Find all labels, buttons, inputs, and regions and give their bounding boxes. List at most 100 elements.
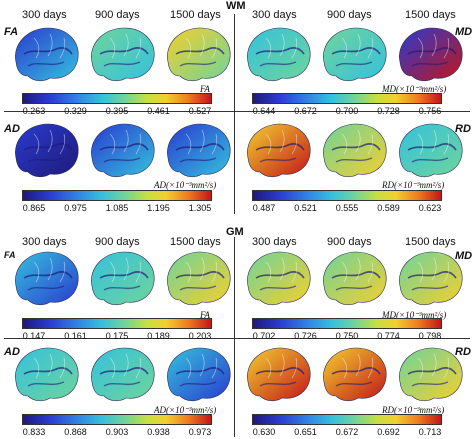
gm-ad-tick-3: 0.938 (147, 427, 170, 437)
gm-fa-label: FA (4, 250, 16, 260)
wm-rd-brain-2 (399, 123, 463, 178)
wm-md-colorbar-label: MD(×10⁻³mm²/s) (382, 84, 447, 94)
wm-md-label: MD (455, 26, 473, 38)
wm-rd-tick-1: 0.521 (294, 203, 317, 213)
wm-ad-tick-0: 0.865 (22, 203, 46, 213)
gm-md-colorbar-label: MD(×10⁻³mm²/s) (382, 310, 447, 320)
gm-rd-tick-0: 0.630 (252, 427, 276, 437)
gm-md-tick-0: 0.702 (252, 331, 276, 341)
wm-fa-tick-1: 0.329 (64, 106, 87, 116)
gm-fa-brain-0 (15, 251, 79, 306)
gm-ad-tick-0: 0.833 (22, 427, 46, 437)
gm-horizontal-divider (4, 338, 470, 339)
wm-md-tick-4: 0.756 (418, 106, 442, 116)
wm-md-brain-1 (323, 27, 387, 82)
gm-md-tick-4: 0.798 (418, 331, 442, 341)
gm-ad-tick-4: 0.973 (188, 427, 212, 437)
gm-rd-tick-4: 0.713 (418, 427, 442, 437)
gm-ad-brain-1 (91, 347, 155, 402)
wm-fa-label: FA (4, 26, 19, 38)
wm-md-colorbar (252, 93, 442, 104)
gm-rd-tick-1: 0.651 (294, 427, 317, 437)
gm-ad-label: AD (4, 346, 20, 358)
gm-left-day-900: 900 days (95, 236, 140, 248)
wm-ad-tick-3: 1.195 (147, 203, 170, 213)
gm-right-day-300: 300 days (252, 236, 297, 248)
wm-horizontal-divider (4, 111, 470, 112)
gm-right-day-1500: 1500 days (405, 236, 456, 248)
wm-fa-tick-4: 0.527 (188, 106, 212, 116)
gm-md-tick-3: 0.774 (377, 331, 400, 341)
gm-fa-colorbar-label: FA (200, 310, 210, 320)
gm-md-tick-2: 0.750 (335, 331, 359, 341)
wm-vertical-divider (234, 14, 235, 214)
wm-right-day-1500: 1500 days (405, 9, 456, 21)
wm-fa-tick-2: 0.395 (105, 106, 129, 116)
gm-ad-tick-2: 0.903 (105, 427, 129, 437)
wm-ad-brain-1 (91, 123, 155, 178)
wm-md-tick-2: 0.700 (335, 106, 359, 116)
gm-left-day-300: 300 days (22, 236, 67, 248)
gm-rd-brain-1 (323, 347, 387, 402)
gm-rd-tick-3: 0.692 (377, 427, 400, 437)
wm-rd-brain-0 (247, 123, 311, 178)
wm-rd-tick-4: 0.623 (418, 203, 442, 213)
wm-ad-tick-4: 1.305 (188, 203, 212, 213)
section-title-wm: WM (226, 0, 246, 12)
gm-rd-colorbar (252, 414, 442, 425)
section-title-gm: GM (226, 226, 244, 238)
gm-ad-colorbar (22, 414, 212, 425)
gm-right-day-900: 900 days (327, 236, 372, 248)
gm-md-brain-1 (323, 251, 387, 306)
wm-ad-brain-0 (15, 123, 79, 178)
wm-fa-colorbar-label: FA (200, 84, 210, 94)
gm-ad-colorbar-label: AD(×10⁻³mm²/s) (154, 405, 217, 415)
wm-md-tick-1: 0.672 (294, 106, 317, 116)
gm-fa-tick-4: 0.203 (188, 331, 212, 341)
wm-left-day-900: 900 days (95, 9, 140, 21)
wm-fa-brain-1 (91, 27, 155, 82)
wm-ad-brain-2 (167, 123, 231, 178)
wm-rd-label: RD (455, 123, 471, 135)
gm-fa-tick-2: 0.175 (105, 331, 129, 341)
wm-ad-colorbar (22, 190, 212, 201)
wm-right-day-300: 300 days (252, 9, 297, 21)
gm-md-colorbar (252, 318, 442, 329)
wm-ad-tick-1: 0.975 (64, 203, 87, 213)
gm-fa-tick-1: 0.161 (64, 331, 87, 341)
gm-ad-tick-1: 0.868 (64, 427, 87, 437)
wm-fa-brain-2 (167, 27, 231, 82)
wm-left-day-300: 300 days (22, 9, 67, 21)
wm-md-brain-0 (247, 27, 311, 82)
gm-md-brain-2 (399, 251, 463, 306)
wm-fa-brain-0 (15, 27, 79, 82)
gm-left-day-1500: 1500 days (170, 236, 221, 248)
wm-rd-brain-1 (323, 123, 387, 178)
gm-md-tick-1: 0.726 (294, 331, 317, 341)
gm-vertical-divider (234, 237, 235, 437)
wm-rd-colorbar (252, 190, 442, 201)
gm-ad-brain-0 (15, 347, 79, 402)
gm-md-brain-0 (247, 251, 311, 306)
wm-md-tick-3: 0.728 (377, 106, 400, 116)
gm-rd-label: RD (455, 346, 471, 358)
gm-fa-tick-3: 0.189 (147, 331, 170, 341)
gm-fa-brain-1 (91, 251, 155, 306)
gm-fa-tick-0: 0.147 (22, 331, 46, 341)
wm-md-brain-2 (399, 27, 463, 82)
wm-fa-tick-3: 0.461 (147, 106, 170, 116)
wm-ad-colorbar-label: AD(×10⁻³mm²/s) (154, 180, 217, 190)
gm-rd-tick-2: 0.672 (335, 427, 359, 437)
wm-right-day-900: 900 days (327, 9, 372, 21)
wm-ad-tick-2: 1.085 (105, 203, 129, 213)
gm-md-label: MD (455, 250, 473, 262)
wm-rd-tick-3: 0.589 (377, 203, 400, 213)
wm-fa-colorbar (22, 93, 212, 104)
wm-rd-colorbar-label: RD(×10⁻³mm²/s) (382, 180, 445, 190)
gm-fa-colorbar (22, 318, 212, 329)
wm-md-tick-0: 0.644 (252, 106, 276, 116)
gm-fa-brain-2 (167, 251, 231, 306)
gm-rd-brain-2 (399, 347, 463, 402)
wm-fa-tick-0: 0.263 (22, 106, 46, 116)
wm-rd-tick-2: 0.555 (335, 203, 359, 213)
